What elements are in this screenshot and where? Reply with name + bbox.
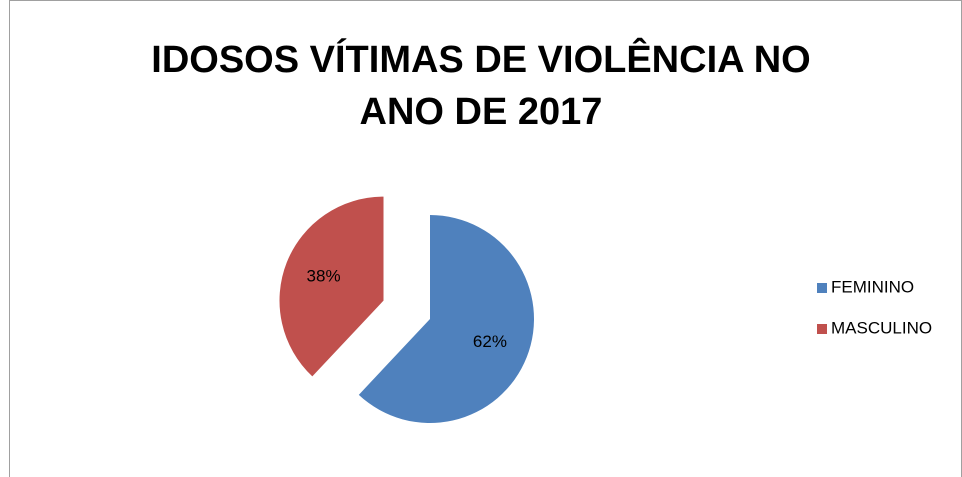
chart-title: IDOSOS VÍTIMAS DE VIOLÊNCIA NO ANO DE 20… (151, 39, 811, 133)
data-label: 38% (307, 266, 341, 285)
legend-swatch (817, 324, 827, 334)
data-label: 62% (473, 332, 507, 351)
legend-swatch (817, 283, 827, 293)
pie-slice (279, 196, 384, 377)
legend-label: MASCULINO (831, 318, 932, 337)
legend-label: FEMININO (831, 277, 914, 296)
pie-slice (358, 215, 534, 424)
